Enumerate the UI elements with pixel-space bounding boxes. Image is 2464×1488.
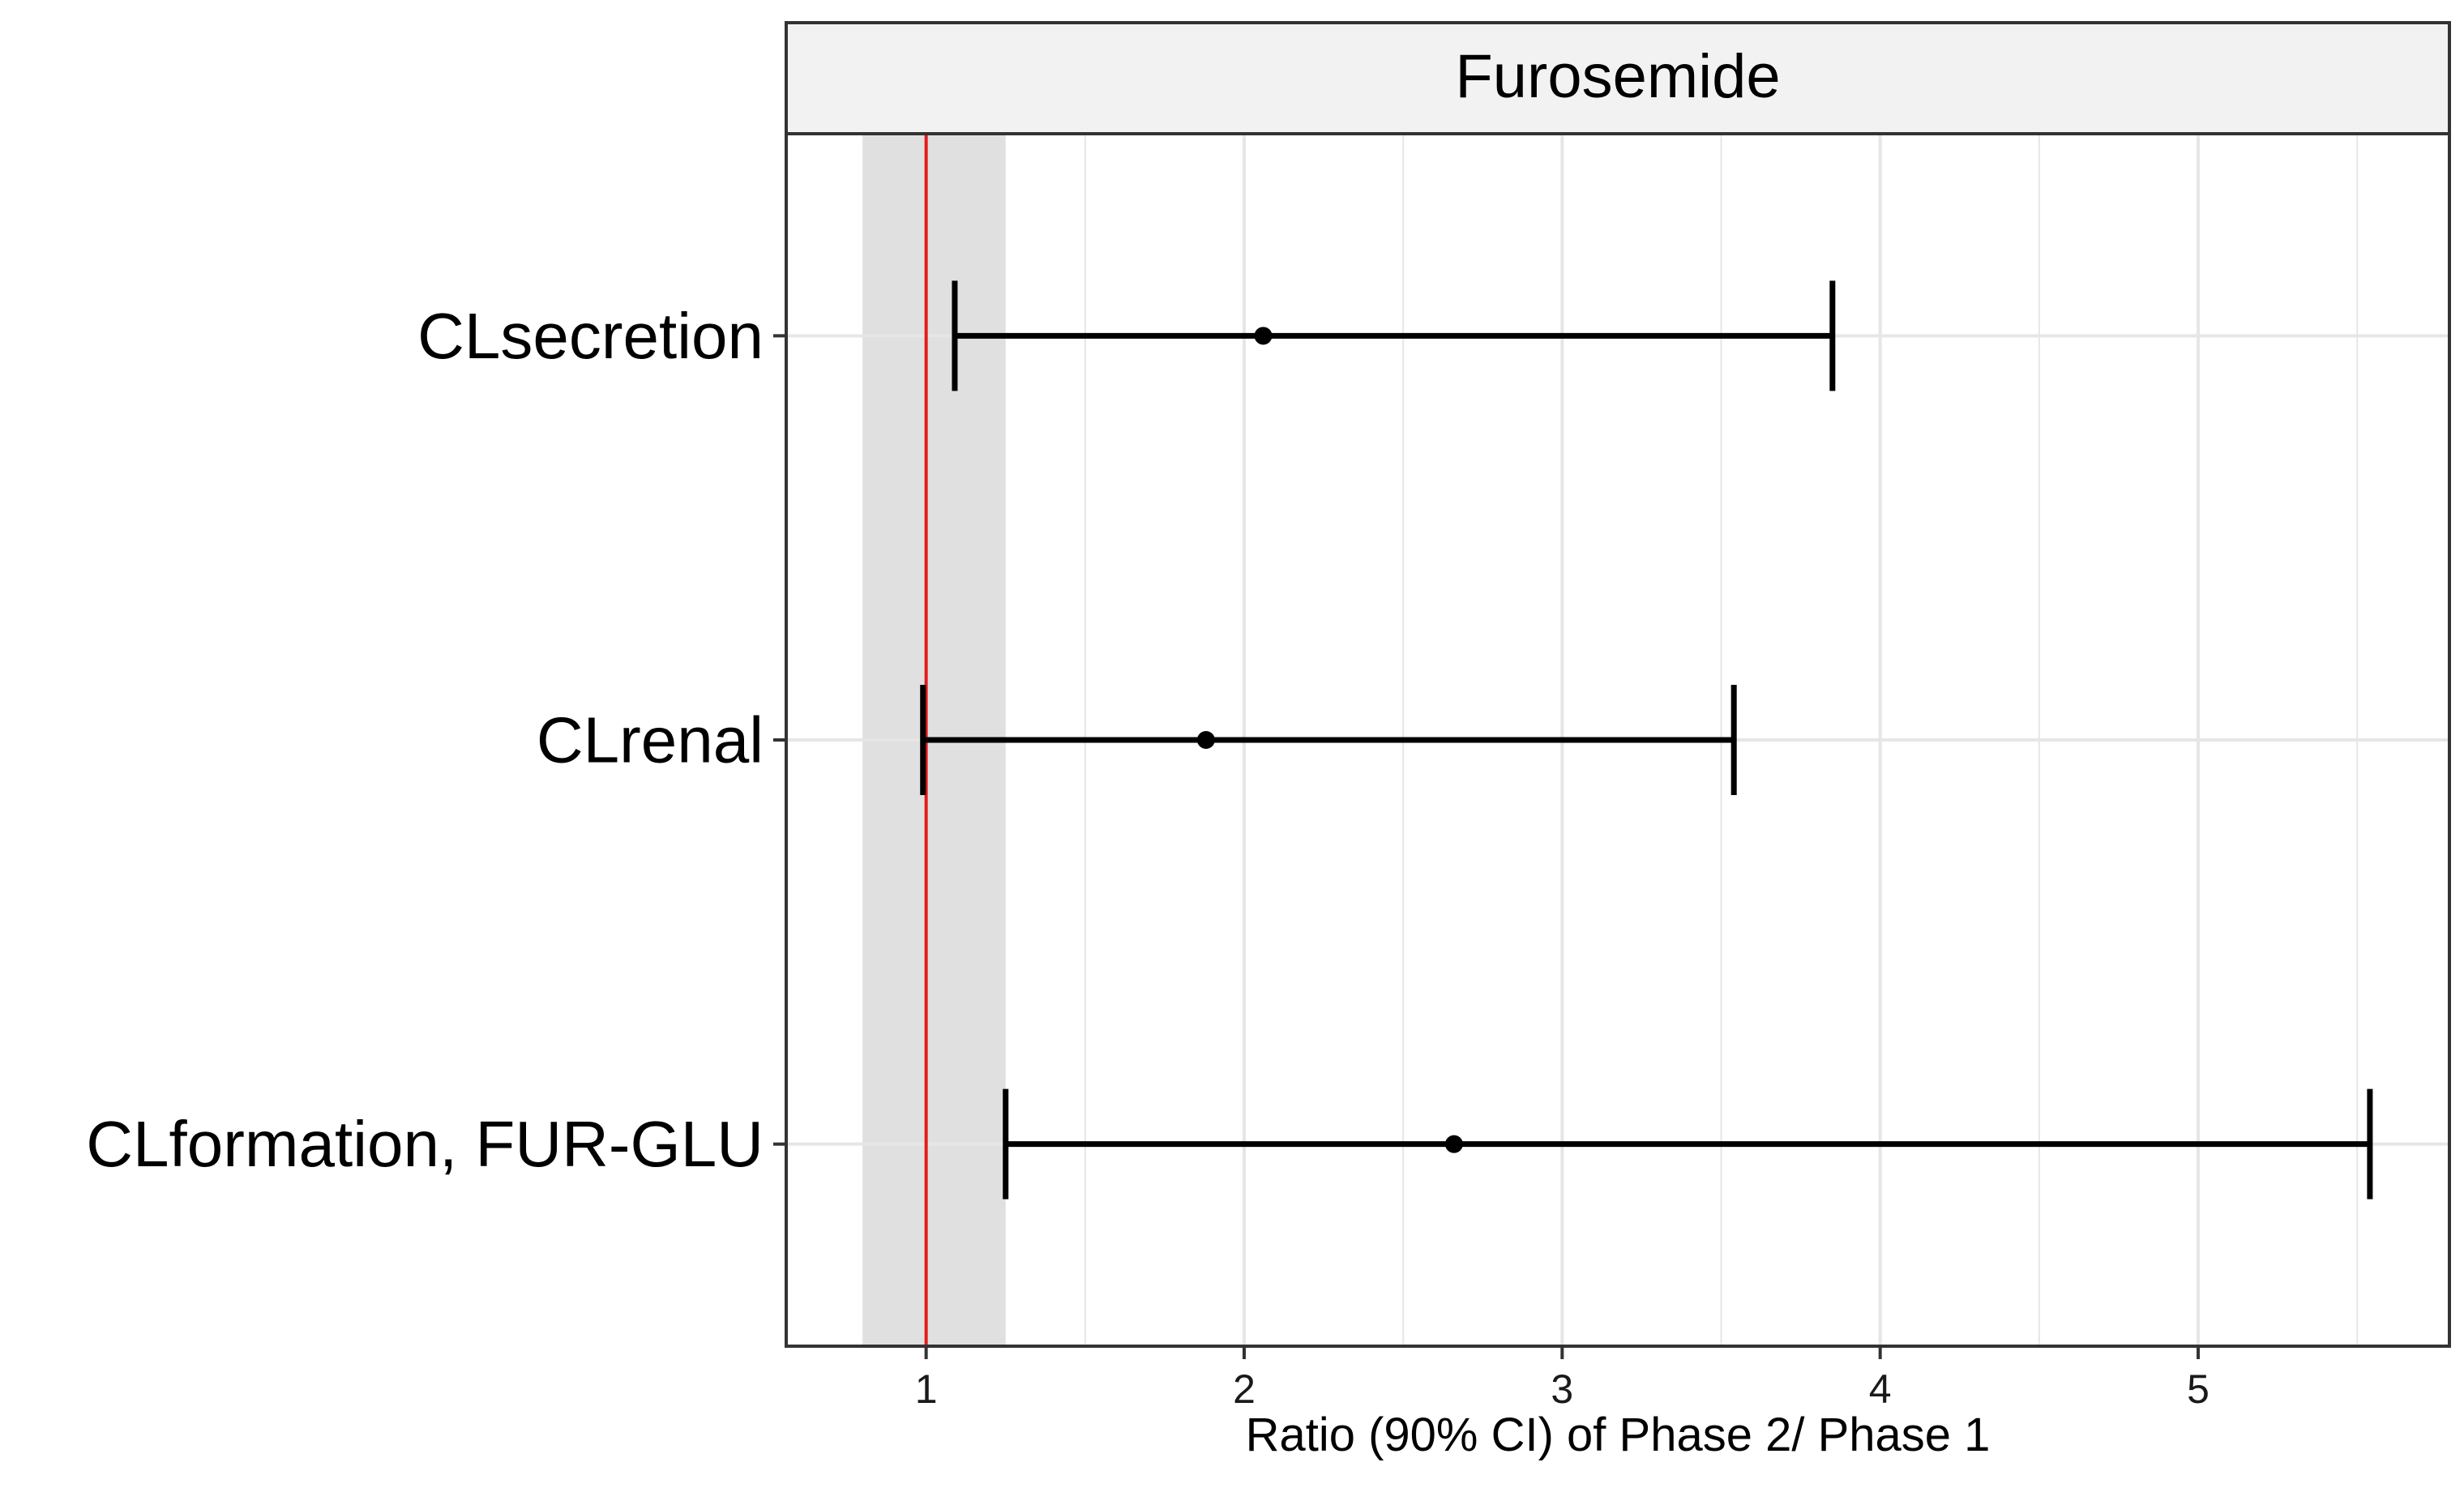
y-tick-label: CLsecretion xyxy=(417,300,764,372)
point-estimate xyxy=(1444,1135,1463,1153)
x-tick-label: 3 xyxy=(1551,1366,1573,1412)
point-estimate xyxy=(1196,731,1215,749)
interval-marks-layer xyxy=(920,280,2373,1199)
x-axis-title: Ratio (90% CI) of Phase 2/ Phase 1 xyxy=(1246,1409,1991,1461)
panel-title: Furosemide xyxy=(1455,42,1780,111)
x-axis: 1 2 3 4 5 xyxy=(915,1346,2209,1412)
x-tick-label: 4 xyxy=(1869,1366,1892,1412)
y-tick-label: CLformation, FUR-GLU xyxy=(86,1108,764,1180)
point-estimate xyxy=(1254,327,1273,345)
x-tick-label: 1 xyxy=(915,1366,938,1412)
x-tick-label: 5 xyxy=(2187,1366,2209,1412)
panel-strip xyxy=(785,21,2451,135)
y-axis: CLsecretion CLrenal CLformation, FUR-GLU xyxy=(86,300,786,1180)
y-tick-label: CLrenal xyxy=(537,704,764,776)
x-tick-label: 2 xyxy=(1233,1366,1256,1412)
